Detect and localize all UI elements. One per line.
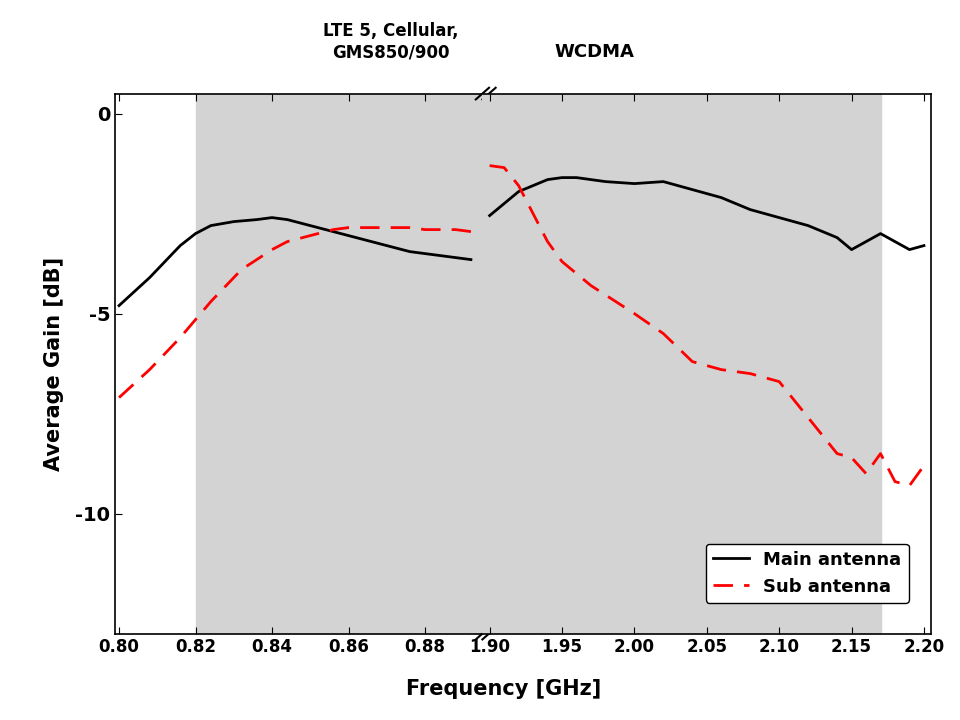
Text: WCDMA: WCDMA [555,43,635,61]
Legend: Main antenna, Sub antenna: Main antenna, Sub antenna [706,544,909,603]
Y-axis label: Average Gain [dB]: Average Gain [dB] [44,256,64,471]
Text: Frequency [GHz]: Frequency [GHz] [406,679,602,699]
Bar [483,94,880,634]
Bar [196,94,482,634]
Text: LTE 5, Cellular,
GMS850/900: LTE 5, Cellular, GMS850/900 [323,22,458,61]
